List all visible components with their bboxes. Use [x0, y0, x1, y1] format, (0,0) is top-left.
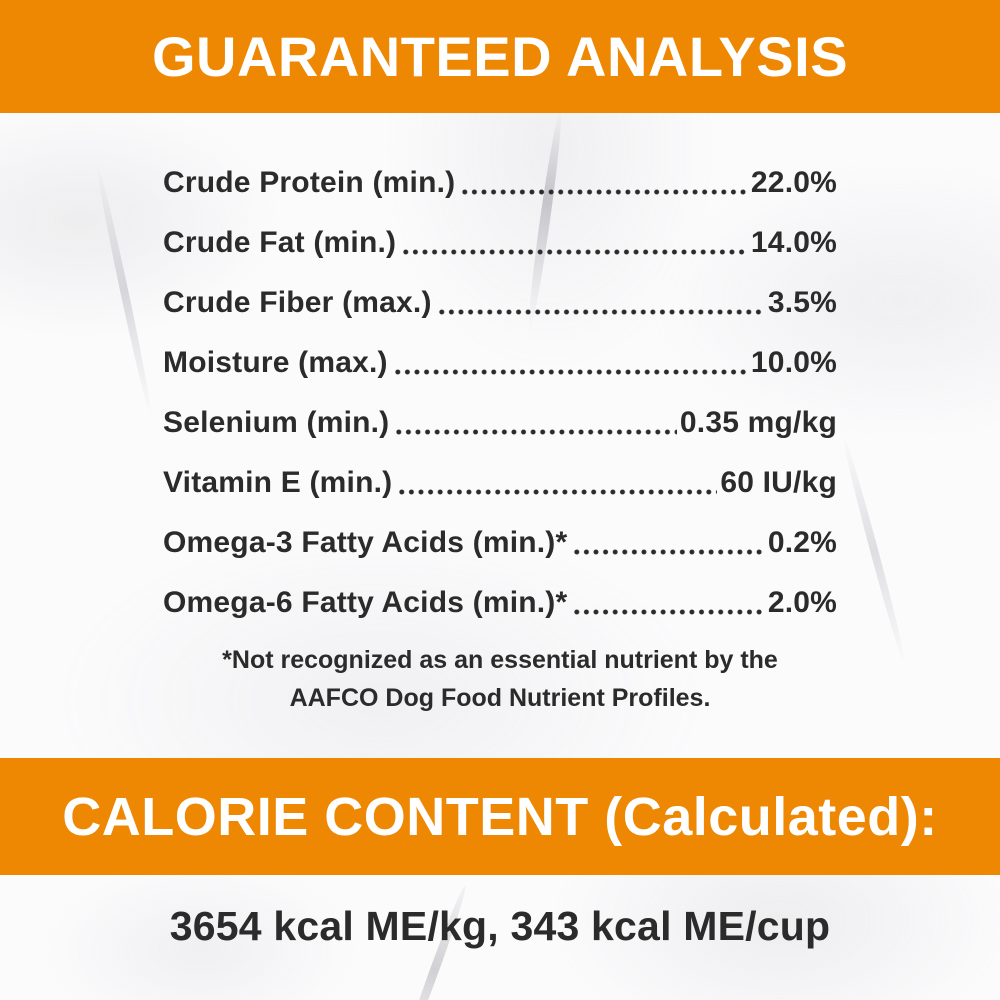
dot-leader — [570, 573, 765, 633]
dot-leader — [399, 213, 748, 273]
nutrient-value: 10.0% — [750, 346, 837, 379]
analysis-row: Moisture (max.) 10.0% — [163, 333, 837, 393]
dot-leader — [395, 453, 718, 513]
nutrient-value: 3.5% — [767, 286, 837, 319]
nutrient-value: 0.2% — [767, 526, 837, 559]
nutrient-label: Crude Protein (min.) — [163, 166, 456, 199]
guaranteed-analysis-title: GUARANTEED ANALYSIS — [151, 25, 849, 88]
nutrient-value: 2.0% — [767, 586, 837, 619]
aafco-footnote: *Not recognized as an essential nutrient… — [222, 646, 778, 712]
analysis-rows: Crude Protein (min.) 22.0% Crude Fat (mi… — [163, 153, 837, 633]
nutrient-label: Crude Fiber (max.) — [163, 286, 432, 319]
nutrient-label: Omega-6 Fatty Acids (min.)* — [163, 586, 568, 619]
guaranteed-analysis-banner: GUARANTEED ANALYSIS — [0, 0, 1000, 113]
marble-vein — [839, 433, 909, 667]
nutrient-label: Crude Fat (min.) — [163, 226, 397, 259]
calorie-content-title: CALORIE CONTENT (Calculated): — [62, 786, 938, 847]
nutrient-label: Omega-3 Fatty Acids (min.)* — [163, 526, 568, 559]
nutrient-value: 60 IU/kg — [720, 466, 837, 499]
nutrient-value: 0.35 mg/kg — [679, 406, 837, 439]
analysis-row: Crude Fiber (max.) 3.5% — [163, 273, 837, 333]
analysis-row: Selenium (min.) 0.35 mg/kg — [163, 393, 837, 453]
nutrient-value: 14.0% — [750, 226, 837, 259]
dot-leader — [570, 513, 765, 573]
dot-leader — [434, 273, 765, 333]
nutrient-label: Vitamin E (min.) — [163, 466, 393, 499]
dot-leader — [390, 333, 748, 393]
analysis-row: Omega-6 Fatty Acids (min.)* 2.0% — [163, 573, 837, 633]
marble-vein — [93, 162, 155, 418]
analysis-row: Vitamin E (min.) 60 IU/kg — [163, 453, 837, 513]
analysis-row: Crude Protein (min.) 22.0% — [163, 153, 837, 213]
calorie-content-banner: CALORIE CONTENT (Calculated): — [0, 758, 1000, 875]
nutrient-label: Selenium (min.) — [163, 406, 390, 439]
dot-leader — [458, 153, 748, 213]
dot-leader — [392, 393, 677, 453]
analysis-row: Omega-3 Fatty Acids (min.)* 0.2% — [163, 513, 837, 573]
nutrient-value: 22.0% — [750, 166, 837, 199]
nutrient-label: Moisture (max.) — [163, 346, 388, 379]
analysis-row: Crude Fat (min.) 14.0% — [163, 213, 837, 273]
calorie-content-value: 3654 kcal ME/kg, 343 kcal ME/cup — [169, 903, 831, 949]
